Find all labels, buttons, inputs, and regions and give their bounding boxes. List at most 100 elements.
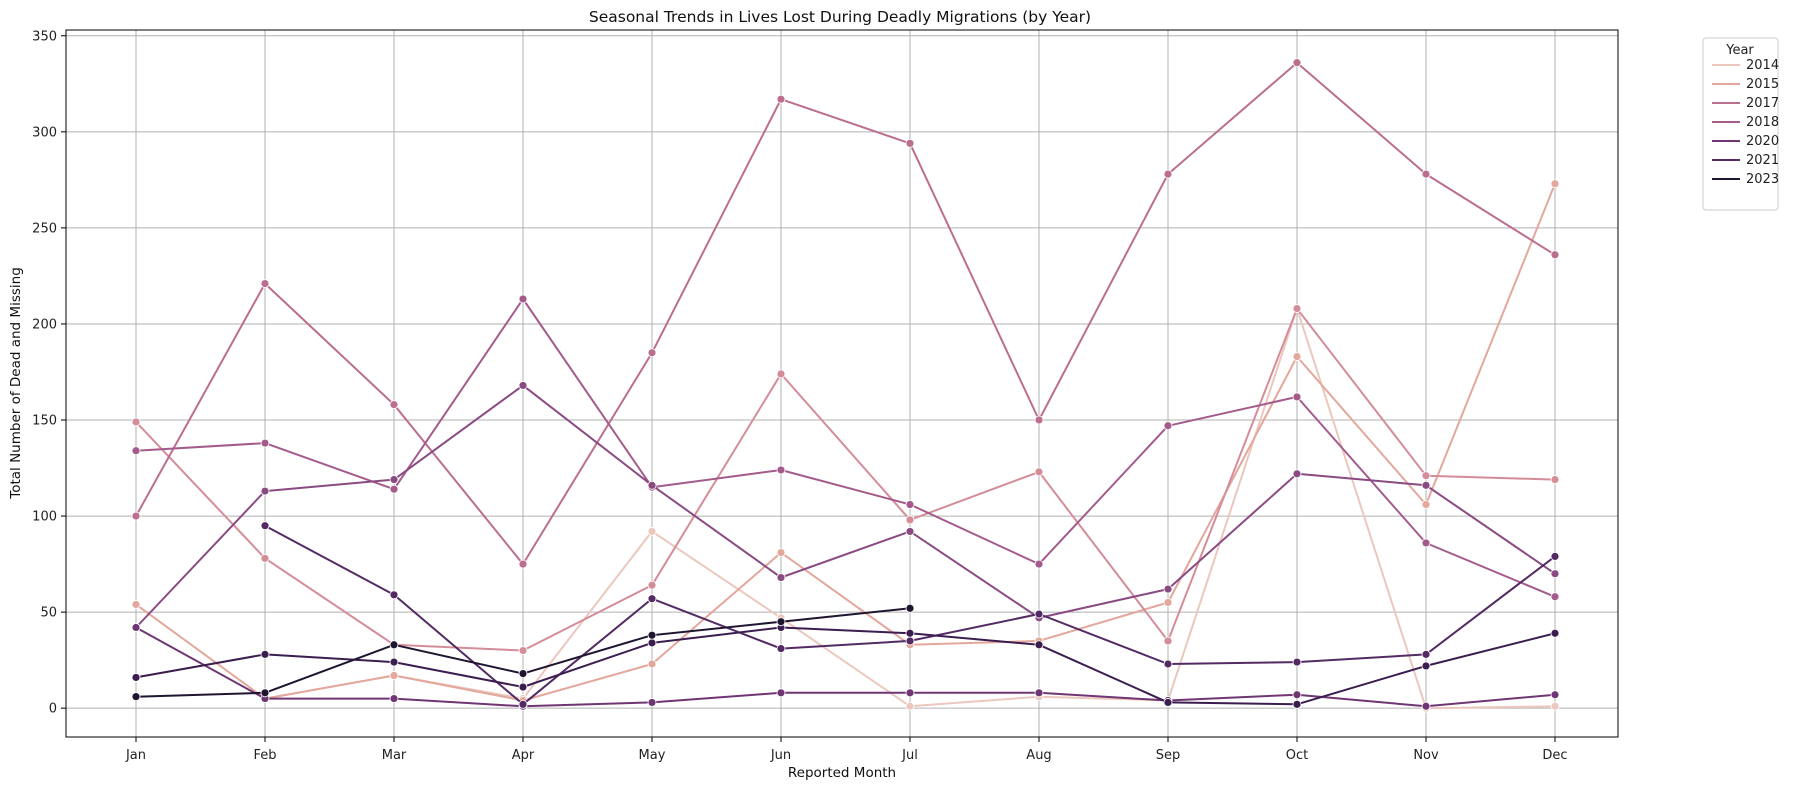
data-point (905, 500, 915, 509)
data-point (776, 617, 786, 627)
data-point (776, 688, 786, 698)
plot-area-frame (65, 29, 1619, 738)
data-point (131, 511, 141, 521)
series-2020 (131, 381, 1560, 632)
legend-item-2021: 2021 (1712, 153, 1779, 168)
series-line-2020 (135, 384, 1556, 629)
data-point (1421, 500, 1431, 509)
data-point (131, 600, 141, 609)
data-point (647, 348, 657, 358)
data-point (518, 381, 528, 390)
data-point (518, 294, 528, 304)
y-tick-label: 300 (32, 125, 57, 140)
data-point (131, 673, 141, 682)
x-tick-label: Jun (770, 748, 791, 763)
data-point (1421, 649, 1431, 659)
data-point (1034, 559, 1044, 569)
data-point (647, 630, 657, 640)
data-point (905, 527, 915, 536)
data-point (905, 628, 915, 638)
data-point (1421, 471, 1431, 481)
data-point (647, 594, 657, 604)
series-2021 (260, 521, 1560, 709)
data-point (260, 649, 270, 659)
data-point (260, 279, 270, 288)
y-tick-label: 200 (32, 317, 57, 332)
legend-label: 2018 (1746, 115, 1779, 130)
legend-item-2018: 2018 (1712, 115, 1779, 130)
data-point (647, 527, 657, 536)
data-point (131, 623, 141, 632)
x-tick-label: Jul (901, 748, 918, 763)
data-point (647, 659, 657, 669)
data-point (131, 417, 141, 427)
data-point (1163, 421, 1173, 431)
data-point (776, 465, 786, 475)
series-2015 (131, 179, 1560, 705)
legend-label: 2020 (1746, 134, 1779, 149)
x-tick-label: May (639, 748, 666, 763)
data-point (260, 438, 270, 448)
data-point (1034, 467, 1044, 477)
data-point (1550, 592, 1560, 602)
legend-label: 2014 (1746, 58, 1779, 73)
data-point (1550, 690, 1560, 700)
data-point (1292, 469, 1302, 479)
data-point (1550, 552, 1560, 561)
y-tick-label: 100 (32, 510, 57, 525)
data-point (389, 590, 399, 600)
series-line-2021 (135, 626, 1556, 706)
series-2018 (131, 58, 1560, 569)
data-point (776, 369, 786, 379)
data-point (1550, 628, 1560, 638)
legend-item-2014: 2014 (1712, 58, 1779, 73)
data-point (260, 521, 270, 531)
data-point (1421, 701, 1431, 711)
x-tick-label: Nov (1413, 748, 1439, 763)
data-point (1034, 609, 1044, 619)
data-point (1550, 701, 1560, 711)
data-point (1292, 690, 1302, 700)
series-2023 (131, 603, 915, 702)
data-point (518, 559, 528, 569)
legend-box (1702, 37, 1779, 211)
chart-title: Seasonal Trends in Lives Lost During Dea… (589, 8, 1091, 26)
data-point (1550, 475, 1560, 484)
data-point (1163, 636, 1173, 646)
data-point (1421, 538, 1431, 548)
data-point (1163, 598, 1173, 607)
data-point (1550, 569, 1560, 579)
data-point (389, 671, 399, 680)
legend-label: 2021 (1746, 153, 1779, 168)
series-2021 (131, 623, 1560, 709)
y-tick-label: 50 (40, 606, 57, 621)
legend-label: 2017 (1746, 96, 1779, 111)
data-point (1034, 415, 1044, 425)
data-point (389, 640, 399, 650)
data-point (260, 486, 270, 496)
data-point (1034, 640, 1044, 650)
series-layer (131, 58, 1560, 713)
data-point (647, 638, 657, 648)
data-point (260, 553, 270, 563)
data-point (1163, 698, 1173, 707)
series-line-2017 (135, 307, 1556, 652)
x-tick-label: Jan (125, 748, 146, 763)
data-point (905, 603, 915, 613)
data-point (776, 548, 786, 557)
data-point (131, 692, 141, 702)
legend-label: 2015 (1746, 77, 1779, 92)
data-point (1421, 480, 1431, 490)
series-line-2018 (135, 61, 1556, 566)
legend-item-2020: 2020 (1712, 134, 1779, 149)
series-line-2020 (135, 626, 1556, 708)
data-point (389, 694, 399, 703)
x-axis-label: Reported Month (788, 765, 896, 781)
data-point (776, 573, 786, 582)
x-tick-label: Apr (512, 748, 535, 763)
data-point (389, 400, 399, 410)
legend-item-2023: 2023 (1712, 172, 1779, 187)
x-tick-label: Dec (1542, 748, 1567, 763)
data-point (389, 657, 399, 667)
